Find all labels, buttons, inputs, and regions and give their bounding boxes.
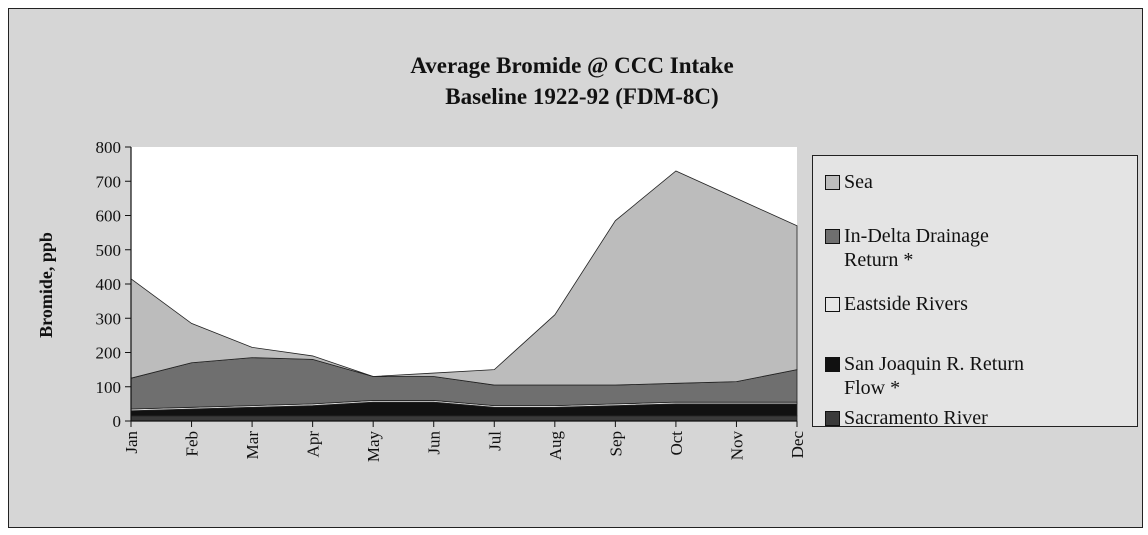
- legend-item: Sea: [825, 170, 1044, 194]
- y-axis-label: Bromide, ppb: [36, 232, 56, 338]
- legend-item: Sacramento River: [825, 406, 1044, 430]
- legend-label: In-Delta Drainage Return *: [844, 225, 989, 271]
- legend-swatch: [825, 411, 840, 426]
- y-tick-label: 200: [96, 344, 122, 363]
- x-tick-label: Jul: [485, 431, 504, 451]
- y-tick-label: 700: [96, 172, 122, 191]
- legend-label: Sea: [844, 171, 873, 193]
- area: [130, 415, 798, 422]
- x-tick-label: Sep: [606, 431, 625, 457]
- y-tick-label: 300: [96, 309, 122, 328]
- legend-swatch: [825, 357, 840, 372]
- x-tick-label: May: [364, 431, 383, 463]
- area: [130, 170, 798, 386]
- legend: Sea In-Delta Drainage Return * Eastside Ri…: [812, 155, 1138, 430]
- legend-item: Eastside Rivers: [825, 292, 1044, 316]
- y-tick-label: 800: [96, 138, 122, 157]
- y-tick-label: 100: [96, 378, 122, 397]
- y-tick-label: 0: [113, 412, 122, 431]
- y-tick-label: 400: [96, 275, 122, 294]
- legend-swatch: [825, 229, 840, 244]
- legend-item: In-Delta Drainage Return *: [825, 224, 1044, 272]
- x-tick-label: Jan: [122, 431, 141, 454]
- x-tick-label: Jun: [425, 431, 444, 455]
- x-tick-label: Aug: [546, 431, 565, 461]
- y-tick-label: 500: [96, 241, 122, 260]
- legend-label: Eastside Rivers: [844, 293, 968, 315]
- chart-subtitle: Baseline 1922-92 (FDM-8C): [445, 84, 718, 109]
- legend-item: San Joaquin R. Return Flow *: [825, 352, 1044, 400]
- x-tick-label: Nov: [727, 431, 746, 461]
- legend-swatch: [825, 175, 840, 190]
- legend-swatch: [825, 297, 840, 312]
- y-tick-label: 600: [96, 207, 122, 226]
- x-tick-label: Oct: [667, 431, 686, 456]
- x-tick-label: Apr: [304, 431, 323, 458]
- legend-label: San Joaquin R. Return Flow *: [844, 353, 1024, 399]
- legend-label: Sacramento River: [844, 407, 988, 429]
- x-tick-label: Feb: [183, 431, 202, 457]
- x-tick-label: Dec: [788, 431, 807, 459]
- chart-title: Average Bromide @ CCC Intake: [410, 53, 733, 79]
- x-tick-label: Mar: [243, 431, 262, 460]
